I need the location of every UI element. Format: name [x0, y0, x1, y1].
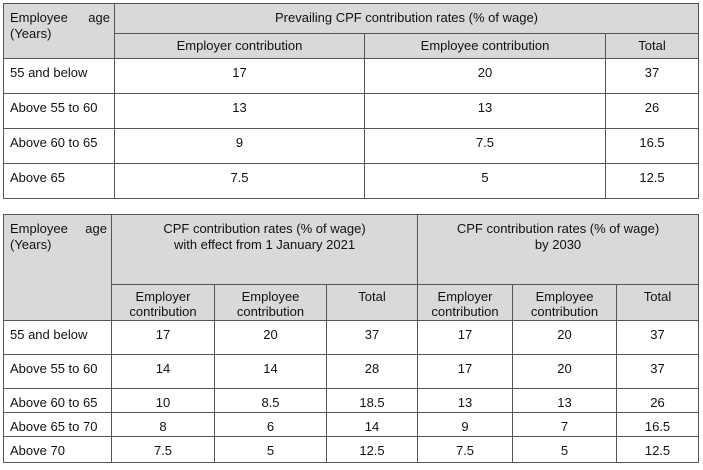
employee-2021-value: 8.5 — [214, 388, 327, 413]
table-row: Above 65 to 70 8 6 14 9 7 16.5 — [3, 412, 700, 437]
employee-2021-value: 5 — [214, 436, 327, 463]
employee-value: 13 — [364, 93, 606, 129]
employer-2021-value: 17 — [111, 320, 215, 355]
age-cell: Above 70 — [3, 436, 112, 463]
employer-2030-value: 17 — [417, 320, 514, 355]
employer-2030-value: 17 — [417, 354, 514, 389]
age-cell: Above 60 to 65 — [3, 128, 115, 164]
employee-2021-value: 20 — [214, 320, 327, 355]
age-header-unit: (Years) — [10, 237, 52, 252]
total-2021-value: 28 — [325, 354, 419, 389]
column-header-employer: Employer contribution — [114, 33, 365, 59]
employee-value: 20 — [364, 58, 606, 94]
employer-2021-value: 8 — [111, 412, 215, 437]
column-header-line2: contribution — [431, 304, 499, 319]
column-header-line2: contribution — [236, 304, 305, 319]
total-2021-value: 14 — [325, 412, 419, 437]
column-header-total: Total — [616, 284, 700, 321]
employee-2030-value: 7 — [512, 412, 618, 437]
total-2030-value: 16.5 — [616, 412, 700, 437]
employer-2021-value: 7.5 — [111, 436, 215, 463]
group-header-2030: CPF contribution rates (% of wage) by 20… — [417, 214, 700, 285]
total-2030-value: 37 — [616, 354, 700, 389]
employer-2030-value: 7.5 — [417, 436, 514, 463]
employee-2030-value: 13 — [512, 388, 618, 413]
group-header-2021-line2: with effect from 1 January 2021 — [173, 237, 356, 252]
employer-2021-value: 14 — [111, 354, 215, 389]
employee-age-header: Employee age (Years) — [3, 214, 112, 321]
table-row: 55 and below 17 20 37 17 20 37 — [3, 320, 700, 355]
column-header-total: Total — [604, 33, 700, 59]
group-header-2030-line2: by 2030 — [534, 237, 582, 252]
age-cell: Above 55 to 60 — [3, 354, 112, 389]
prevailing-rates-group-header: Prevailing CPF contribution rates (% of … — [113, 3, 700, 34]
employee-2021-value: 14 — [214, 354, 327, 389]
employee-value: 7.5 — [364, 128, 606, 164]
table-row: 55 and below 17 20 37 — [3, 58, 700, 94]
column-header-employee: Employee contribution — [364, 33, 606, 59]
table-row: Above 60 to 65 10 8.5 18.5 13 13 26 — [3, 388, 700, 413]
employer-value: 17 — [114, 58, 365, 94]
age-header-word1: Employee — [10, 10, 68, 25]
age-header-unit: (Years) — [10, 26, 52, 41]
total-value: 37 — [604, 58, 700, 94]
total-value: 16.5 — [604, 128, 700, 164]
table-row: Above 60 to 65 9 7.5 16.5 — [3, 128, 700, 164]
total-value: 12.5 — [604, 163, 700, 199]
employer-2030-value: 9 — [417, 412, 514, 437]
group-header-2021-line1: CPF contribution rates (% of wage) — [163, 221, 366, 236]
total-2030-value: 37 — [616, 320, 700, 355]
column-header-line2: contribution — [530, 304, 599, 319]
age-cell: Above 65 — [3, 163, 115, 199]
column-header-line2: contribution — [129, 304, 197, 319]
employer-2021-value: 10 — [111, 388, 215, 413]
table-row: Above 55 to 60 14 14 28 17 20 37 — [3, 354, 700, 389]
age-cell: Above 65 to 70 — [3, 412, 112, 437]
employee-2030-value: 5 — [512, 436, 618, 463]
total-2021-value: 12.5 — [325, 436, 419, 463]
age-cell: Above 60 to 65 — [3, 388, 112, 413]
age-header-word2: age — [88, 10, 110, 25]
employee-2030-value: 20 — [512, 354, 618, 389]
total-2030-value: 12.5 — [616, 436, 700, 463]
employer-value: 9 — [114, 128, 365, 164]
employee-age-header: Employee age (Years) — [3, 3, 115, 59]
age-cell: 55 and below — [3, 320, 112, 355]
group-header-2021: CPF contribution rates (% of wage) with … — [110, 214, 419, 285]
column-header-line1: Employer — [135, 289, 191, 304]
column-header-employee: Employee contribution — [214, 284, 327, 321]
table-row: Above 65 7.5 5 12.5 — [3, 163, 700, 199]
employee-value: 5 — [364, 163, 606, 199]
age-cell: 55 and below — [3, 58, 115, 94]
group-header-2030-line1: CPF contribution rates (% of wage) — [456, 221, 660, 236]
age-header-word1: Employee — [10, 221, 68, 236]
column-header-line1: Total — [643, 289, 672, 304]
column-header-line1: Total — [358, 289, 386, 304]
table-row: Above 70 7.5 5 12.5 7.5 5 12.5 — [3, 436, 700, 463]
future-rates-table: Employee age (Years) CPF contribution rat… — [3, 214, 700, 463]
column-header-line1: Employer — [437, 289, 493, 304]
column-header-line1: Employee — [241, 289, 300, 304]
prevailing-rates-table: Employee age (Years) Prevailing CPF contr… — [3, 3, 700, 199]
column-header-line1: Employee — [535, 289, 594, 304]
employer-value: 7.5 — [114, 163, 365, 199]
employee-2030-value: 20 — [512, 320, 618, 355]
total-2030-value: 26 — [616, 388, 700, 413]
column-header-total: Total — [325, 284, 419, 321]
employer-2030-value: 13 — [417, 388, 514, 413]
age-header-word2: age — [85, 221, 107, 236]
total-2021-value: 18.5 — [325, 388, 419, 413]
column-header-employee: Employee contribution — [512, 284, 618, 321]
table-row: Above 55 to 60 13 13 26 — [3, 93, 700, 129]
employer-value: 13 — [114, 93, 365, 129]
column-header-employer: Employer contribution — [111, 284, 215, 321]
column-header-employer: Employer contribution — [417, 284, 514, 321]
employee-2021-value: 6 — [214, 412, 327, 437]
total-value: 26 — [604, 93, 700, 129]
age-cell: Above 55 to 60 — [3, 93, 115, 129]
total-2021-value: 37 — [325, 320, 419, 355]
